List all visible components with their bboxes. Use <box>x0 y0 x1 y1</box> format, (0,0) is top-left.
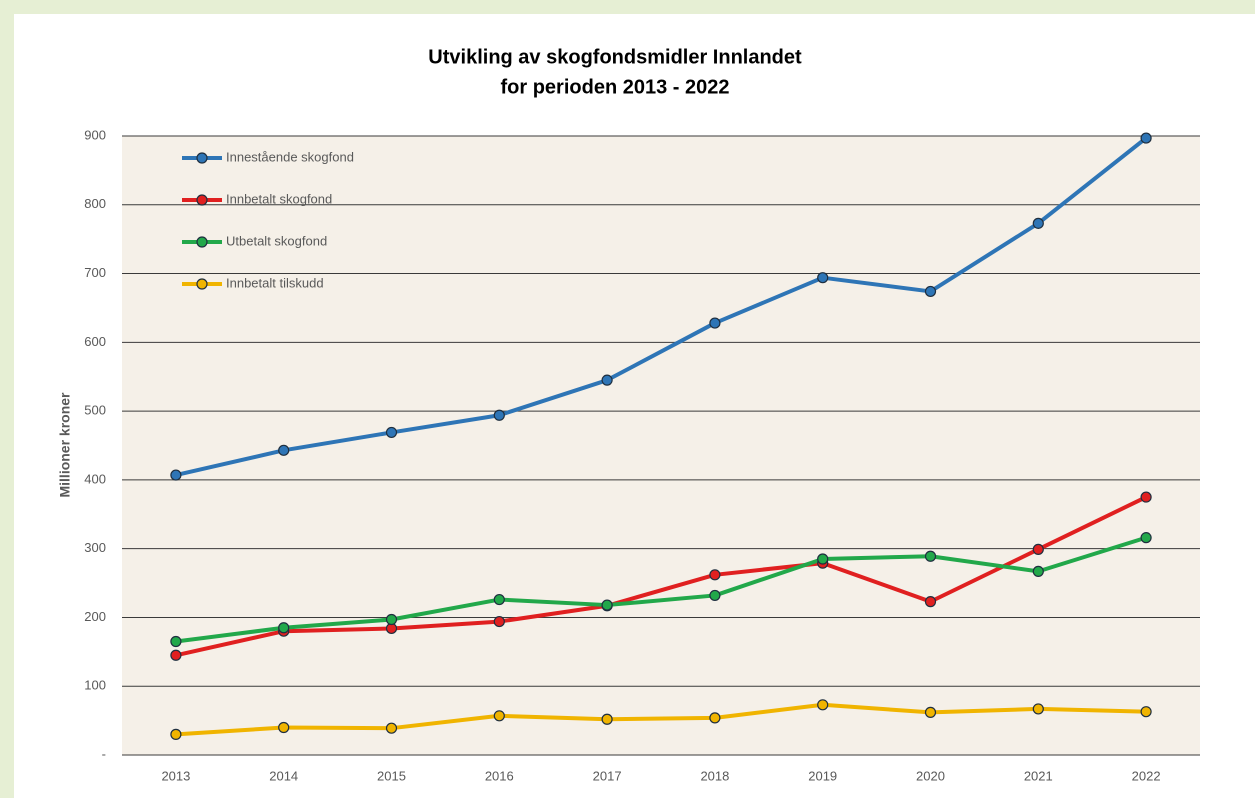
y-tick-label: 900 <box>84 127 106 142</box>
marker <box>924 596 937 608</box>
legend-marker <box>196 278 208 290</box>
marker <box>170 728 182 740</box>
marker <box>493 615 505 628</box>
marker <box>924 285 937 298</box>
x-tick-label: 2014 <box>269 768 298 783</box>
marker <box>278 622 290 634</box>
marker <box>709 317 721 329</box>
legend-label: Utbetalt skogfond <box>226 233 327 248</box>
marker <box>817 553 829 565</box>
marker <box>1032 703 1044 715</box>
x-tick-label: 2018 <box>700 768 729 783</box>
y-tick-label: 400 <box>84 471 106 486</box>
y-tick-label: 100 <box>84 678 106 693</box>
marker <box>1032 217 1044 229</box>
marker <box>385 722 398 734</box>
marker <box>170 469 182 481</box>
legend-marker <box>196 236 208 248</box>
line <box>175 535 1147 644</box>
x-tick-label: 2020 <box>916 768 945 783</box>
chart-title: for perioden 2013 - 2022 <box>501 76 730 98</box>
marker <box>709 569 721 581</box>
legend-label: Innbetalt tilskudd <box>226 275 324 290</box>
marker <box>493 409 505 421</box>
marker <box>817 272 829 284</box>
marker <box>278 444 290 456</box>
y-tick-label: 800 <box>84 196 106 211</box>
marker <box>709 712 721 724</box>
legend-marker <box>196 194 208 206</box>
marker <box>278 721 290 734</box>
y-axis-label: Millioner kroner <box>57 392 73 498</box>
x-tick-label: 2022 <box>1132 768 1161 783</box>
chart-title: Utvikling av skogfondsmidler Innlandet <box>428 46 802 68</box>
marker <box>601 713 613 725</box>
x-tick-label: 2021 <box>1024 768 1053 783</box>
marker <box>1032 565 1044 577</box>
line <box>175 136 1148 478</box>
marker <box>924 550 937 562</box>
x-tick-label: 2019 <box>808 768 837 783</box>
line <box>175 702 1147 737</box>
marker <box>1140 491 1152 503</box>
marker <box>170 635 182 648</box>
marker <box>493 593 505 606</box>
x-tick-label: 2015 <box>377 768 406 783</box>
marker <box>709 589 721 602</box>
legend-label: Innestående skogfond <box>226 149 354 164</box>
marker <box>170 649 182 661</box>
x-tick-label: 2017 <box>593 768 622 783</box>
marker <box>493 710 505 722</box>
marker <box>601 599 613 611</box>
y-tick-label: 300 <box>84 540 106 555</box>
legend-marker <box>196 152 208 164</box>
marker <box>1032 543 1044 555</box>
x-tick-label: 2013 <box>161 768 190 783</box>
marker <box>817 699 829 711</box>
marker <box>385 613 398 626</box>
marker <box>601 374 613 386</box>
marker <box>1140 706 1152 718</box>
y-tick-label: 700 <box>84 265 106 280</box>
y-tick-label: 200 <box>84 609 106 624</box>
marker <box>924 706 937 718</box>
line <box>175 495 1147 658</box>
y-tick-label: - <box>102 746 106 761</box>
marker <box>1140 132 1152 144</box>
marker <box>1140 532 1152 544</box>
legend-label: Innbetalt skogfond <box>226 191 332 206</box>
x-tick-label: 2016 <box>485 768 514 783</box>
y-tick-label: 500 <box>84 403 106 418</box>
marker <box>385 426 398 439</box>
y-tick-label: 600 <box>84 334 106 349</box>
